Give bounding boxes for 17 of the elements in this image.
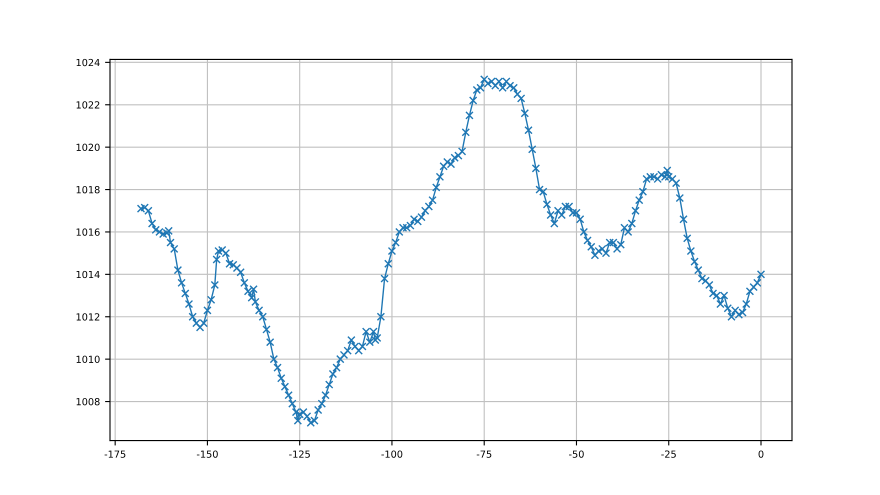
x-tick-label: -100 — [381, 450, 402, 458]
y-tick-label: 1020 — [76, 144, 100, 151]
x-tick-label: -25 — [661, 450, 676, 458]
x-tick-label: -175 — [104, 450, 126, 458]
y-tick-label: 1016 — [76, 228, 100, 236]
x-tick-label: -50 — [569, 450, 584, 458]
x-tick-label: -125 — [289, 450, 310, 458]
y-tick-label: 1008 — [76, 398, 100, 406]
y-tick-label: 1018 — [76, 186, 100, 194]
y-tick-label: 1022 — [76, 101, 100, 109]
x-tick-label: 0 — [758, 450, 764, 458]
y-tick-label: 1024 — [76, 58, 100, 66]
y-tick-label: 1014 — [76, 270, 100, 278]
x-tick-label: -150 — [196, 450, 218, 458]
y-tick-label: 1010 — [76, 356, 100, 363]
y-tick-label: 1012 — [76, 313, 100, 321]
x-tick-label: -75 — [476, 450, 492, 458]
